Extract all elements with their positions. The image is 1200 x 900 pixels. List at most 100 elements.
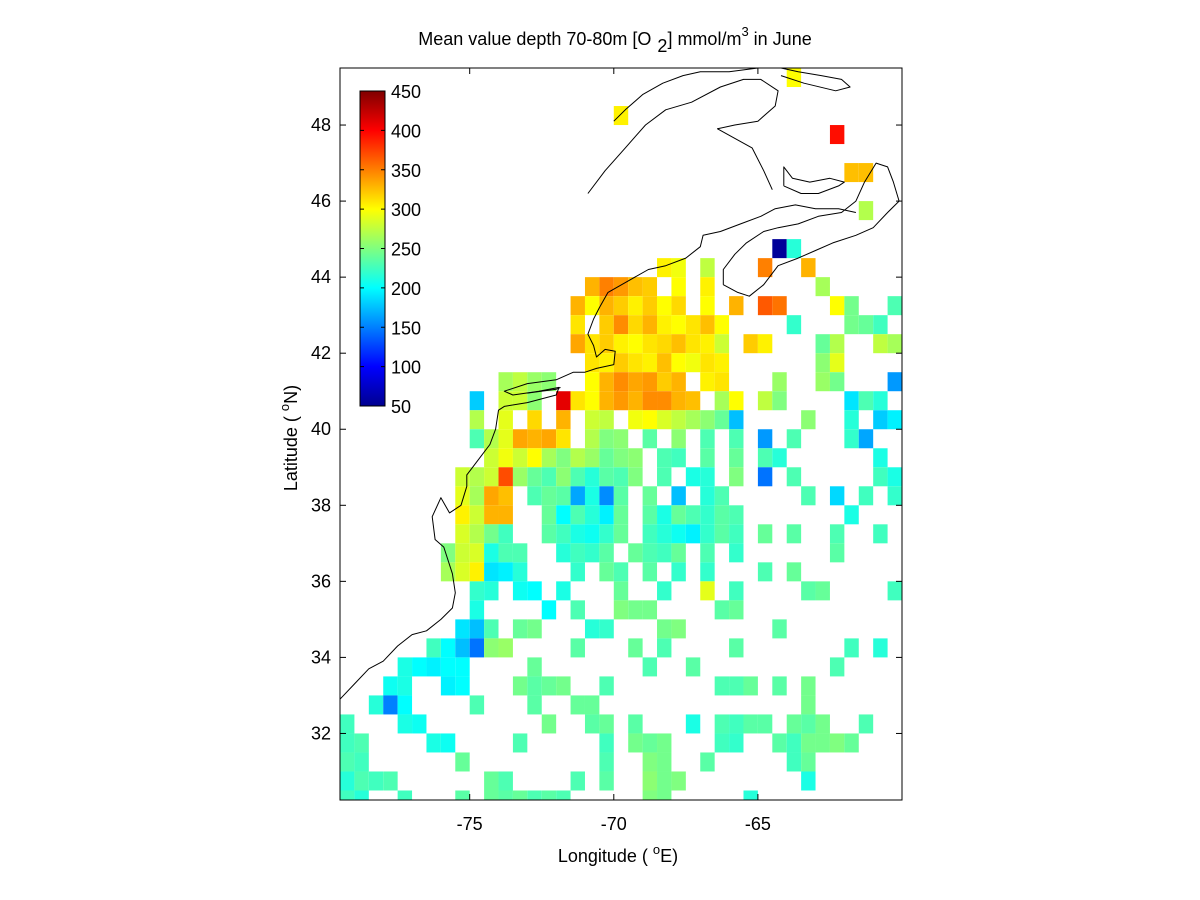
heatmap-cell: [757, 258, 773, 278]
heatmap-cell: [642, 277, 658, 297]
heatmap-cell: [426, 733, 441, 753]
heatmap-cell: [772, 733, 787, 753]
heatmap-cell: [599, 315, 614, 335]
heatmap-cell: [412, 714, 427, 734]
colorbar-tick-label: 400: [391, 121, 421, 141]
heatmap-cell: [786, 429, 802, 449]
heatmap-cell: [786, 562, 802, 582]
heatmap-cell: [584, 448, 600, 468]
y-tick-label: 44: [311, 267, 331, 287]
heatmap-cell: [858, 714, 874, 734]
heatmap-cell: [570, 543, 585, 563]
heatmap-cell: [671, 353, 686, 373]
heatmap-cell: [844, 163, 859, 183]
heatmap-cell: [512, 448, 528, 468]
heatmap-cell: [512, 790, 528, 800]
heatmap-cell: [599, 372, 614, 392]
x-axis-label-suffix: E): [660, 846, 678, 866]
y-axis-label-prefix: Latitude (: [281, 416, 301, 491]
heatmap-cell: [815, 581, 830, 601]
heatmap-cell: [729, 410, 744, 430]
heatmap-cell: [657, 505, 672, 525]
heatmap-cell: [700, 467, 715, 487]
heatmap-cell: [368, 771, 384, 791]
heatmap-cell: [570, 391, 585, 411]
heatmap-cell: [584, 410, 600, 430]
heatmap-cell: [527, 790, 542, 800]
heatmap-cell: [527, 676, 542, 696]
heatmap-cell: [757, 448, 773, 468]
heatmap-cell: [729, 391, 744, 411]
heatmap-cell: [455, 790, 470, 800]
heatmap-cell: [657, 543, 672, 563]
x-axis-label: Longitude (oE): [558, 842, 678, 866]
heatmap-cell: [613, 296, 629, 316]
heatmap-cell: [541, 524, 557, 544]
heatmap-cell: [873, 448, 888, 468]
heatmap-cell: [714, 486, 730, 506]
heatmap-cell: [873, 334, 888, 354]
heatmap-cell: [599, 676, 614, 696]
heatmap-cell: [844, 505, 859, 525]
heatmap-cell: [685, 353, 701, 373]
heatmap-cell: [642, 315, 658, 335]
y-tick-label: 32: [311, 723, 331, 743]
heatmap-cell: [772, 448, 787, 468]
colorbar-tick-label: 350: [391, 161, 421, 181]
heatmap-cell: [801, 410, 816, 430]
heatmap-cell: [613, 334, 629, 354]
heatmap-cell: [512, 391, 528, 411]
heatmap-cell: [657, 410, 672, 430]
heatmap-cell: [527, 486, 542, 506]
heatmap-cell: [613, 467, 629, 487]
heatmap-cell: [757, 429, 773, 449]
heatmap-cell: [671, 372, 686, 392]
heatmap-cell: [527, 372, 542, 392]
heatmap-cell: [642, 372, 658, 392]
heatmap-cell: [887, 467, 902, 487]
heatmap-cell: [657, 790, 672, 800]
heatmap-cell: [829, 486, 845, 506]
heatmap-cells: [340, 68, 902, 800]
heatmap-cell: [599, 771, 614, 791]
colorbar-tick-label: 250: [391, 240, 421, 260]
heatmap-cell: [469, 429, 485, 449]
plot-area: -75 -70 -65 32 34 36 38 40 42 44 46 48: [311, 67, 903, 834]
heatmap-cell: [469, 505, 485, 525]
heatmap-cell: [873, 391, 888, 411]
heatmap-cell: [512, 733, 528, 753]
heatmap-cell: [628, 315, 643, 335]
heatmap-cell: [829, 524, 845, 544]
heatmap-cell: [700, 334, 715, 354]
heatmap-cell: [801, 771, 816, 791]
heatmap-cell: [642, 562, 658, 582]
heatmap-cell: [657, 733, 672, 753]
heatmap-cell: [455, 657, 470, 677]
coastline-layer: [339, 67, 903, 700]
heatmap-cell: [628, 277, 643, 297]
heatmap-cell: [512, 562, 528, 582]
heatmap-cell: [858, 163, 874, 183]
heatmap-cell: [671, 334, 686, 354]
y-tick-label: 46: [311, 191, 331, 211]
heatmap-cell: [700, 505, 715, 525]
heatmap-cell: [628, 334, 643, 354]
heatmap-cell: [354, 790, 369, 800]
heatmap-cell: [729, 638, 744, 658]
heatmap-cell: [383, 676, 398, 696]
heatmap-cell: [498, 562, 513, 582]
coastline: [587, 78, 779, 194]
heatmap-cell: [729, 429, 744, 449]
colorbar-tick-label: 50: [391, 397, 411, 417]
heatmap-cell: [484, 486, 499, 506]
heatmap-cell: [426, 657, 441, 677]
heatmap-cell: [484, 429, 499, 449]
heatmap-cell: [599, 562, 614, 582]
heatmap-cell: [570, 505, 585, 525]
heatmap-cell: [671, 315, 686, 335]
coastline: [783, 166, 845, 194]
heatmap-cell: [556, 410, 571, 430]
heatmap-cell: [599, 524, 614, 544]
heatmap-cell: [700, 353, 715, 373]
heatmap-cell: [671, 524, 686, 544]
